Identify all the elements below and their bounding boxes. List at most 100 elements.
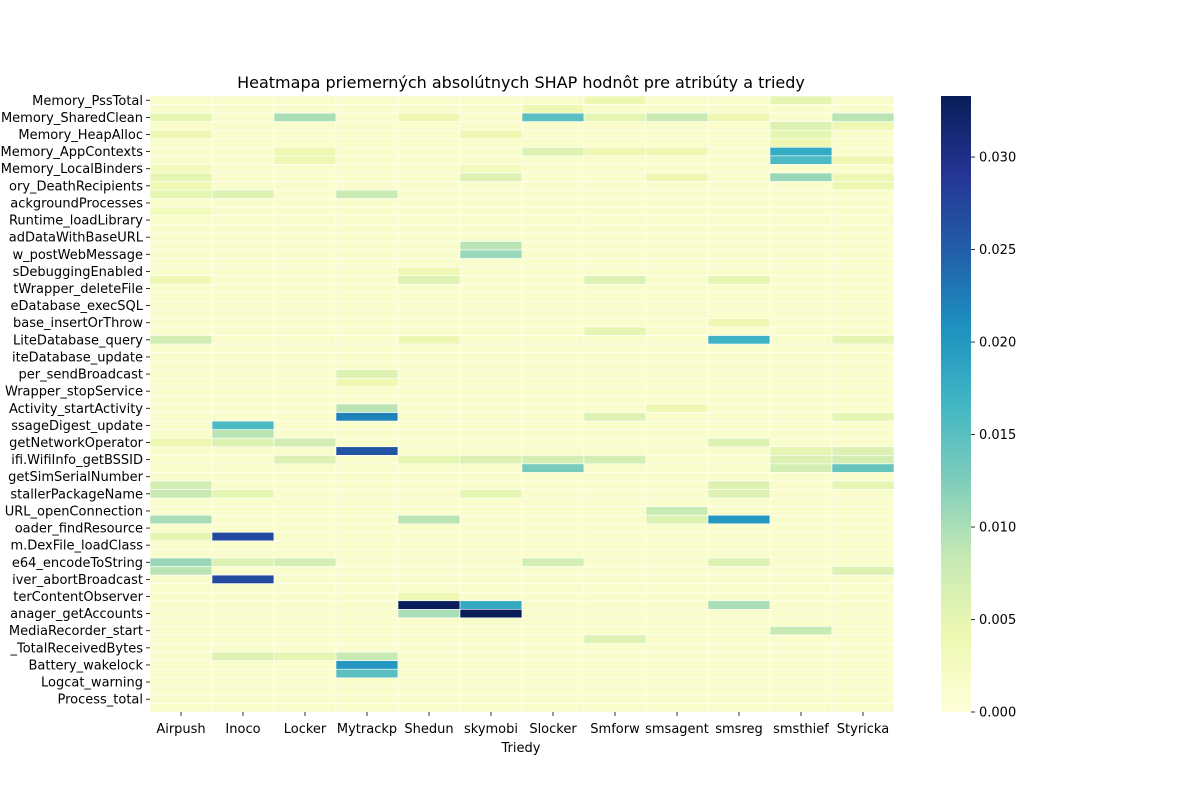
heatmap-cell <box>583 129 647 140</box>
heatmap-cell <box>831 224 895 234</box>
heatmap-cell <box>397 309 461 319</box>
heatmap-cell <box>149 352 213 362</box>
heatmap-cell <box>769 532 833 542</box>
heatmap-cell <box>273 395 337 405</box>
heatmap-cell <box>397 532 461 542</box>
heatmap-cell <box>521 360 585 371</box>
y-tick-label: ackgroundProcesses <box>10 196 143 211</box>
heatmap-cell <box>273 549 337 559</box>
y-tick-label: Memory_PssTotal <box>32 94 143 109</box>
heatmap-cell <box>769 677 833 687</box>
heatmap-cell <box>521 549 585 559</box>
heatmap-cell <box>397 660 461 670</box>
heatmap-cell <box>459 283 523 294</box>
heatmap-cell <box>831 643 895 653</box>
colorbar-tick-label: 0.015 <box>979 428 1016 443</box>
heatmap-cell <box>707 446 771 456</box>
heatmap-cell <box>707 283 771 294</box>
heatmap-cell <box>769 138 833 148</box>
heatmap-cell <box>335 249 399 259</box>
heatmap-cell <box>149 583 213 593</box>
heatmap-cell <box>583 206 647 217</box>
heatmap-cell <box>211 189 275 199</box>
heatmap-cell <box>645 532 709 542</box>
heatmap-cell <box>645 249 709 259</box>
heatmap-cell <box>583 549 647 559</box>
heatmap-cell <box>149 651 213 661</box>
heatmap-cell <box>769 540 833 550</box>
heatmap-cell <box>335 566 399 576</box>
heatmap-cell <box>459 318 523 328</box>
colorbar-ticks: 0.000 0.005 0.010 0.015 0.020 0.025 0.030 <box>971 151 1016 721</box>
heatmap-cell <box>397 703 461 713</box>
heatmap-cell <box>335 326 399 336</box>
heatmap-cell <box>707 412 771 422</box>
heatmap-cell <box>521 497 585 507</box>
heatmap-cell <box>211 609 275 619</box>
heatmap-cell <box>769 301 833 311</box>
heatmap-cell <box>521 352 585 362</box>
heatmap-cell <box>769 703 833 713</box>
heatmap-cell <box>583 660 647 670</box>
heatmap-cell <box>583 446 647 456</box>
heatmap-cell <box>211 206 275 217</box>
heatmap-cell <box>397 566 461 576</box>
heatmap-cell <box>707 514 771 525</box>
heatmap-cell <box>831 455 895 465</box>
heatmap-cell <box>273 497 337 507</box>
heatmap-cell <box>149 523 213 533</box>
heatmap-cell <box>831 677 895 687</box>
heatmap-cell <box>707 643 771 653</box>
heatmap-cell <box>831 198 895 208</box>
heatmap-cell <box>707 677 771 687</box>
heatmap-cell <box>459 395 523 405</box>
heatmap-cell <box>707 386 771 396</box>
heatmap-cell <box>707 206 771 217</box>
y-tick-label: iver_abortBroadcast <box>12 573 143 588</box>
y-tick-label: URL_openConnection <box>5 504 143 519</box>
heatmap-cell <box>149 224 213 234</box>
heatmap-cell <box>521 215 585 225</box>
heatmap-cell <box>645 574 709 584</box>
heatmap-cell <box>273 104 337 114</box>
heatmap-cell <box>521 694 585 704</box>
heatmap-cell <box>149 395 213 405</box>
heatmap-cell <box>521 318 585 328</box>
heatmap-cell <box>211 335 275 345</box>
heatmap-cell <box>769 275 833 285</box>
heatmap-cell <box>335 155 399 165</box>
heatmap-cell <box>769 609 833 619</box>
heatmap-cell <box>459 147 523 157</box>
heatmap-cell <box>583 309 647 319</box>
heatmap-cell <box>459 634 523 644</box>
heatmap-cell <box>769 574 833 584</box>
heatmap-cell <box>769 506 833 516</box>
heatmap-cell <box>397 634 461 644</box>
heatmap-cell <box>397 643 461 653</box>
x-tick-label: smsagent <box>645 722 709 737</box>
heatmap-cell <box>769 249 833 259</box>
heatmap-cell <box>707 241 771 251</box>
heatmap-cell <box>459 651 523 661</box>
heatmap-cell <box>149 360 213 371</box>
heatmap-cell <box>459 583 523 593</box>
heatmap-cell <box>273 668 337 679</box>
heatmap-cell <box>211 172 275 182</box>
heatmap-cell <box>211 549 275 559</box>
heatmap-cell <box>459 172 523 182</box>
heatmap-cell <box>583 643 647 653</box>
heatmap-cell <box>211 352 275 362</box>
heatmap-cell <box>459 232 523 242</box>
heatmap-cell <box>211 241 275 251</box>
heatmap-cell <box>831 326 895 336</box>
heatmap-cell <box>335 138 399 148</box>
heatmap-cell <box>149 557 213 567</box>
heatmap-cell <box>645 703 709 713</box>
heatmap-cell <box>459 112 523 122</box>
heatmap-cell <box>831 95 895 105</box>
heatmap-cell <box>831 429 895 439</box>
heatmap-cell <box>645 283 709 294</box>
heatmap-cell <box>459 574 523 584</box>
heatmap-cell <box>645 668 709 679</box>
heatmap-cell <box>583 241 647 251</box>
